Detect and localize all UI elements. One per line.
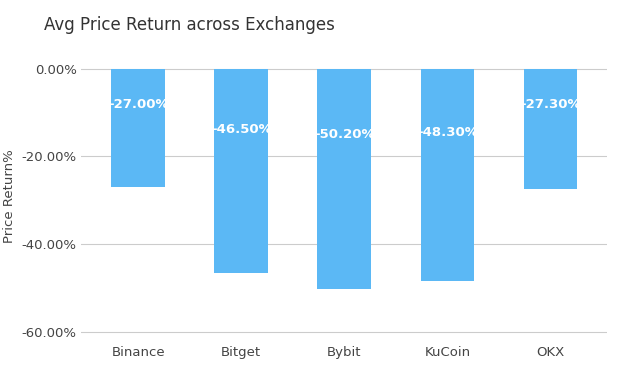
- Text: -50.20%: -50.20%: [314, 128, 374, 141]
- Text: -48.30%: -48.30%: [417, 126, 478, 139]
- Bar: [317, 69, 371, 289]
- Bar: [524, 69, 577, 189]
- Y-axis label: Price Return%: Price Return%: [3, 149, 16, 243]
- Text: -46.50%: -46.50%: [211, 123, 272, 136]
- Bar: [214, 69, 268, 273]
- Text: -27.30%: -27.30%: [520, 98, 581, 111]
- Text: Avg Price Return across Exchanges: Avg Price Return across Exchanges: [44, 16, 335, 34]
- Bar: [421, 69, 475, 281]
- Bar: [111, 69, 165, 187]
- Text: -27.00%: -27.00%: [108, 98, 168, 111]
